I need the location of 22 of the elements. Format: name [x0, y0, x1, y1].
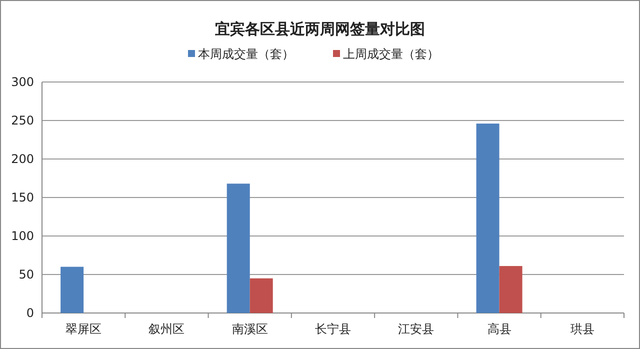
x-tick-label: 高县 [487, 322, 512, 336]
x-tick-label: 长宁县 [315, 322, 351, 336]
x-tick-label: 南溪区 [232, 322, 268, 336]
bar [226, 184, 250, 313]
y-tick-label: 0 [26, 306, 34, 320]
x-tick-label: 翠屏区 [66, 322, 102, 336]
legend-label: 本周成交量（套） [198, 47, 294, 61]
chart-title: 宜宾各区县近两周网签量对比图 [215, 20, 425, 38]
y-tick-label: 250 [11, 114, 34, 128]
bar [250, 278, 273, 313]
x-tick-label: 珙县 [570, 322, 594, 336]
bar [499, 266, 522, 313]
y-tick-label: 100 [11, 229, 34, 243]
x-tick-label: 叙州区 [148, 322, 185, 336]
x-tick-label: 江安县 [398, 322, 434, 336]
bar [476, 124, 500, 313]
legend-label: 上周成交量（套） [343, 47, 439, 61]
y-tick-label: 150 [11, 190, 34, 204]
y-tick-label: 300 [11, 75, 34, 89]
y-tick-label: 50 [18, 268, 34, 282]
y-tick-label: 200 [11, 152, 34, 166]
bar [60, 266, 84, 313]
